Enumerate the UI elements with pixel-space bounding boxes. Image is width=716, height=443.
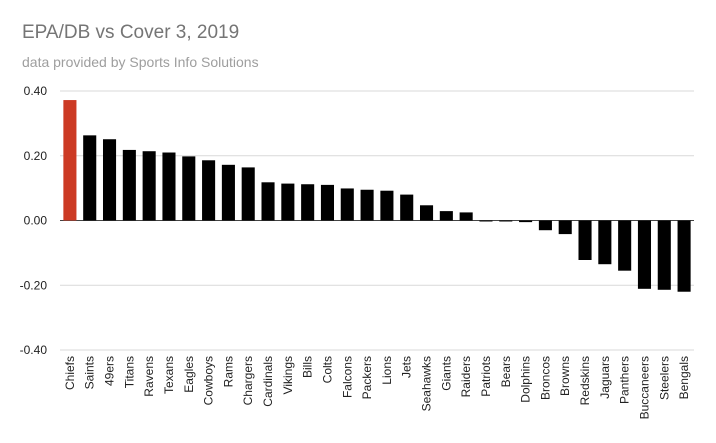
bar-rams	[221, 164, 235, 221]
x-tick-label: Giants	[439, 356, 453, 391]
x-tick-label: Raiders	[459, 356, 473, 397]
x-tick-label: Patriots	[479, 356, 493, 397]
bar-bengals	[677, 220, 691, 292]
y-tick-label: 0.20	[24, 149, 48, 163]
bar-49ers	[102, 139, 117, 221]
x-tick-label: Bills	[301, 356, 315, 378]
x-tick-label: Dolphins	[519, 356, 533, 403]
x-tick-label: Bengals	[677, 356, 691, 399]
bar-browns	[558, 220, 572, 235]
bar-chiefs	[63, 100, 77, 221]
x-tick-label: Packers	[360, 356, 374, 399]
bar-eagles	[182, 156, 196, 221]
x-tick-label: Cardinals	[261, 356, 275, 407]
chart-title: EPA/DB vs Cover 3, 2019	[22, 22, 240, 43]
x-tick-label: Chargers	[241, 356, 255, 405]
bar-packers	[360, 189, 374, 221]
x-tick-label: Colts	[320, 356, 334, 383]
x-tick-label: Eagles	[182, 356, 196, 393]
bar-texans	[162, 152, 176, 221]
x-tick-label: Steelers	[657, 356, 671, 400]
bar-jaguars	[598, 220, 612, 265]
bar-buccaneers	[637, 220, 652, 289]
bar-steelers	[657, 220, 671, 290]
x-tick-label: Falcons	[340, 356, 354, 398]
bar-cowboys	[202, 160, 216, 221]
bar-bears	[499, 220, 513, 222]
bar-colts	[320, 184, 335, 221]
bar-vikings	[281, 183, 295, 221]
bar-ravens	[142, 151, 156, 221]
x-tick-label: Texans	[162, 356, 176, 394]
bar-broncos	[538, 220, 552, 231]
bar-chargers	[241, 167, 255, 221]
bar-panthers	[618, 220, 632, 271]
x-tick-label: Cowboys	[202, 356, 216, 405]
bar-bills	[301, 184, 315, 221]
x-tick-label: Bears	[499, 356, 513, 387]
x-tick-label: Lions	[380, 356, 394, 385]
bar-redskins	[578, 220, 592, 260]
x-tick-label: Buccaneers	[637, 356, 651, 419]
y-tick-label: -0.20	[20, 278, 48, 292]
bar-lions	[380, 190, 394, 221]
x-tick-label: Panthers	[618, 356, 632, 404]
y-tick-label: 0.40	[24, 84, 48, 98]
y-tick-label: 0.00	[24, 214, 48, 228]
bar-seahawks	[419, 205, 434, 221]
x-tick-label: Seahawks	[420, 356, 434, 411]
bar-jets	[400, 194, 414, 221]
x-tick-label: Rams	[221, 356, 235, 387]
x-tick-label: Titans	[122, 356, 136, 388]
x-tick-label: Jets	[400, 356, 414, 378]
bar-saints	[83, 135, 97, 221]
bar-patriots	[479, 220, 493, 222]
y-tick-label: -0.40	[20, 343, 48, 357]
bar-giants	[439, 211, 453, 221]
chart-subtitle: data provided by Sports Info Solutions	[22, 54, 259, 70]
x-tick-label: Browns	[558, 356, 572, 396]
x-tick-label: Jaguars	[598, 356, 612, 399]
bar-falcons	[340, 188, 354, 221]
bar-titans	[122, 149, 136, 221]
x-tick-label: 49ers	[103, 356, 117, 386]
x-tick-label: Chiefs	[63, 356, 77, 390]
x-tick-label: Saints	[83, 356, 97, 389]
bar-dolphins	[519, 220, 533, 223]
x-tick-label: Broncos	[538, 356, 552, 400]
x-tick-label: Ravens	[142, 356, 156, 397]
x-tick-label: Vikings	[281, 356, 295, 394]
bar-cardinals	[261, 182, 275, 221]
bar-raiders	[459, 212, 473, 221]
x-tick-label: Redskins	[578, 356, 592, 405]
